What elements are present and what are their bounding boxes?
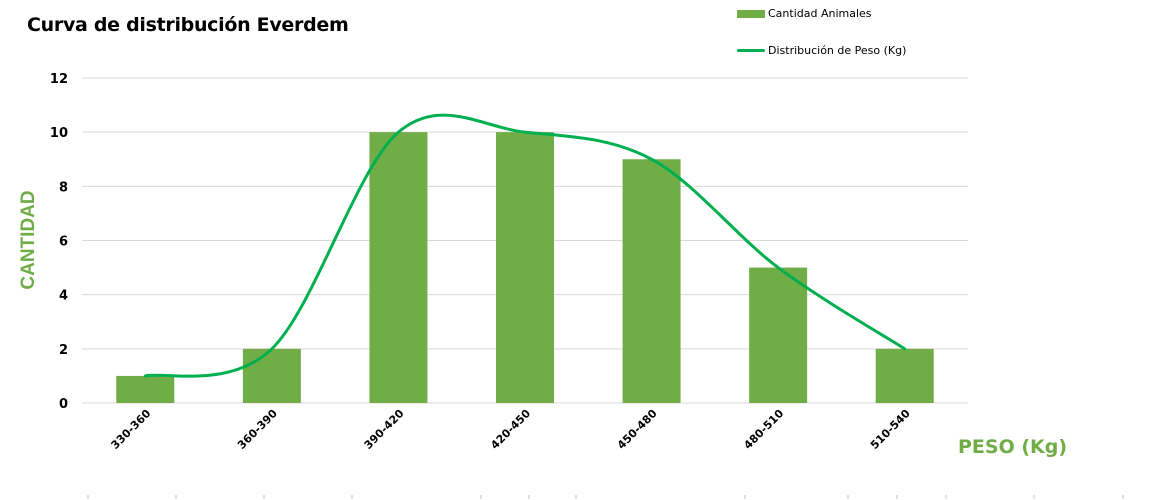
bar — [875, 348, 934, 403]
y-tick-label: 2 — [59, 343, 68, 358]
bar — [369, 132, 428, 403]
x-axis-ticks: 330-360 360-390 390-420 420-450 450-480 480-5… — [109, 407, 914, 452]
x-tick-label: 450-480 — [615, 407, 660, 452]
x-tick-label: 420-450 — [488, 407, 533, 452]
x-tick-label: 480-510 — [741, 407, 786, 452]
bar — [622, 159, 681, 403]
bar — [116, 375, 175, 403]
x-tick-label: 510-540 — [868, 407, 913, 452]
y-axis-ticks: 0 2 4 6 8 10 12 — [50, 72, 68, 412]
y-tick-label: 8 — [59, 180, 68, 195]
y-axis-title: CANTIDAD — [18, 190, 39, 290]
legend-line-swatch-icon — [737, 49, 765, 52]
y-tick-label: 0 — [59, 397, 68, 412]
x-axis-title: PESO (Kg) — [958, 436, 1068, 458]
bar — [242, 348, 301, 403]
legend-line-label: Distribución de Peso (Kg) — [768, 44, 907, 57]
y-tick-label: 10 — [50, 126, 68, 141]
legend-item-bar: Cantidad Animales — [737, 7, 872, 20]
x-tick-label: 390-420 — [362, 407, 407, 452]
y-tick-label: 12 — [50, 72, 68, 87]
y-tick-label: 4 — [59, 289, 68, 304]
legend-item-line: Distribución de Peso (Kg) — [737, 44, 906, 57]
y-tick-label: 6 — [59, 235, 68, 250]
x-tick-label: 330-360 — [109, 407, 154, 452]
chart-title: Curva de distribución Everdem — [27, 14, 349, 36]
distribution-curve — [143, 113, 907, 378]
bar — [749, 267, 808, 403]
legend-bar-label: Cantidad Animales — [768, 7, 872, 20]
bottom-tick-marks — [87, 495, 1124, 499]
legend-bar-swatch-icon — [737, 9, 765, 18]
bar — [496, 132, 554, 403]
x-tick-label: 360-390 — [235, 407, 280, 452]
bar-series — [116, 132, 934, 403]
